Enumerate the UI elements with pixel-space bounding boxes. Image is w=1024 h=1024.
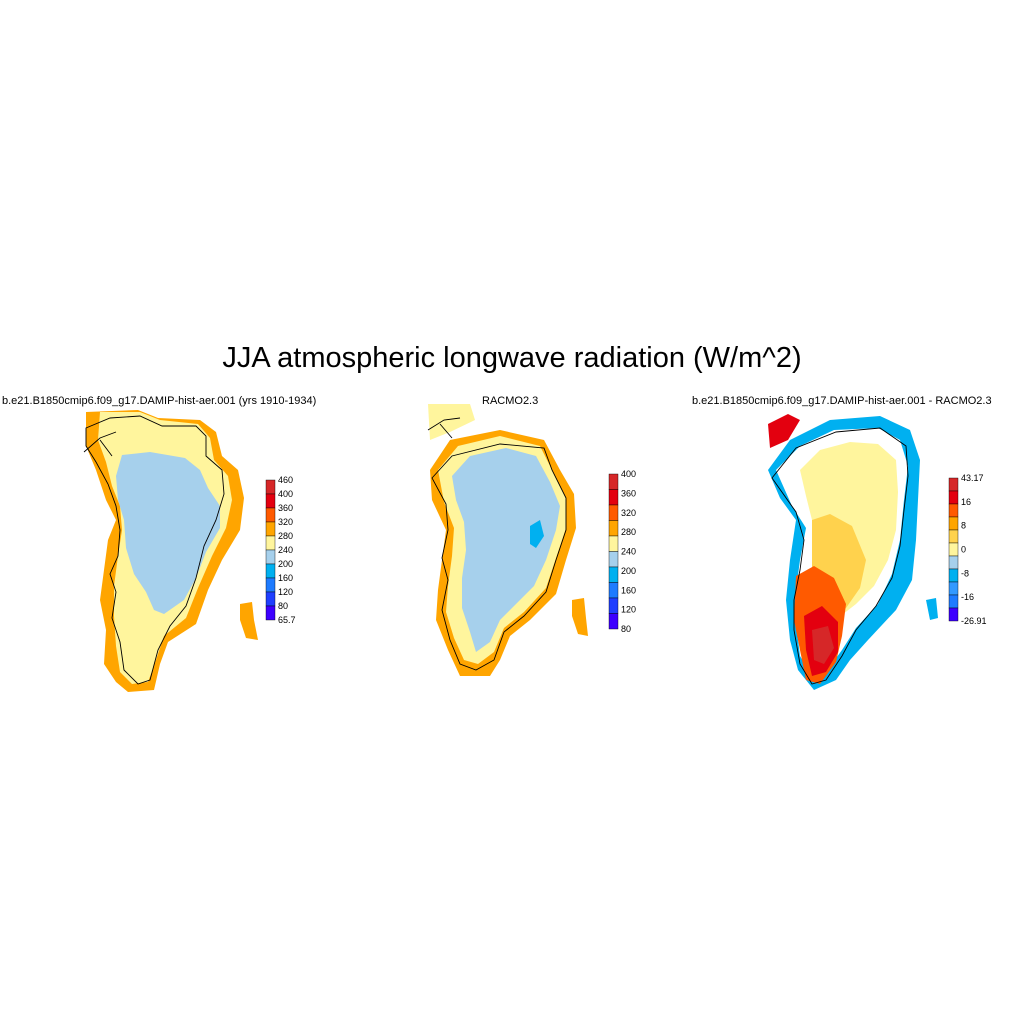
colorbar-swatch <box>608 535 619 552</box>
panel-2-coastline <box>431 443 567 671</box>
colorbar-swatch <box>265 521 276 537</box>
colorbar-swatch <box>608 520 619 537</box>
panel-1-map <box>83 410 258 692</box>
colorbar-swatch <box>948 490 959 505</box>
colorbar-swatch <box>265 507 276 523</box>
colorbar-1: 460 400 360 320 280 240 200 160 120 80 65.7 <box>265 475 296 625</box>
colorbar-tick-label: 160 <box>621 585 636 595</box>
colorbar-swatch <box>608 582 619 599</box>
panel-1-title: b.e21.B1850cmip6.f09_g17.DAMIP-hist-aer.… <box>2 395 317 407</box>
panel-2-interior <box>452 448 560 652</box>
colorbar-swatch <box>265 493 276 509</box>
colorbar-swatch <box>948 503 959 518</box>
colorbar-swatch <box>608 504 619 521</box>
colorbar-2: 400 360 320 280 240 200 160 120 80 <box>608 469 636 634</box>
colorbar-swatch <box>948 555 959 570</box>
colorbar-swatch <box>608 473 619 490</box>
colorbar-swatch <box>948 516 959 531</box>
panel-1-coastline <box>85 415 225 685</box>
colorbar-swatch <box>948 568 959 583</box>
colorbar-swatch <box>265 563 276 579</box>
panel-2-blue-patch <box>530 520 544 548</box>
colorbar-swatch <box>608 566 619 583</box>
colorbar-tick-label: 240 <box>621 547 636 557</box>
colorbar-tick-label: 400 <box>621 469 636 479</box>
colorbar-tick-label: 65.7 <box>278 615 296 625</box>
colorbar-tick-label: -26.91 <box>961 616 987 626</box>
colorbar-swatch <box>948 542 959 557</box>
panel-1-interior <box>116 452 220 614</box>
colorbar-swatch <box>265 535 276 551</box>
colorbar-tick-label: 43.17 <box>961 473 984 483</box>
colorbar-tick-label: 240 <box>278 545 293 555</box>
panel-2-coastline-north <box>427 417 461 439</box>
colorbar-swatch <box>948 594 959 609</box>
panel-2-map <box>427 404 588 676</box>
panel-3-island <box>926 598 938 620</box>
panel-2-island <box>572 598 588 636</box>
colorbar-tick-label: 280 <box>621 527 636 537</box>
colorbar-tick-label: 0 <box>961 545 966 555</box>
panel-3-red-northwest <box>768 414 800 448</box>
colorbar-tick-label: 320 <box>278 517 293 527</box>
colorbar-tick-label: 460 <box>278 475 293 485</box>
colorbar-tick-label: 16 <box>961 497 971 507</box>
figure-title: JJA atmospheric longwave radiation (W/m^… <box>222 342 802 374</box>
colorbar-3: 43.17 16 8 0 -8 -16 -26.91 <box>948 473 987 626</box>
colorbar-tick-label: 400 <box>278 489 293 499</box>
colorbar-tick-label: 200 <box>278 559 293 569</box>
colorbar-swatch <box>265 479 276 495</box>
panel-2-northern-strip <box>428 404 475 440</box>
colorbar-tick-label: 8 <box>961 521 966 531</box>
colorbars: 4604003603202802402001601208065.74003603… <box>265 469 987 634</box>
colorbar-swatch <box>608 489 619 506</box>
panel-3-hot-patch <box>812 626 834 664</box>
colorbar-tick-label: 200 <box>621 566 636 576</box>
colorbar-swatch <box>265 577 276 593</box>
colorbar-tick-label: 120 <box>621 605 636 615</box>
colorbar-swatch <box>608 613 619 630</box>
colorbar-swatch <box>265 605 276 621</box>
panel-3-coastline <box>771 427 909 685</box>
colorbar-swatch <box>265 549 276 565</box>
colorbar-swatch <box>948 607 959 622</box>
colorbar-tick-label: 360 <box>278 503 293 513</box>
colorbar-tick-label: 280 <box>278 531 293 541</box>
panel-2-title: RACMO2.3 <box>482 395 539 407</box>
colorbar-swatch <box>608 597 619 614</box>
colorbar-swatch <box>948 477 959 492</box>
panel-1-island <box>240 602 258 640</box>
colorbar-swatch <box>265 591 276 607</box>
panel-3-map <box>768 414 938 690</box>
colorbar-tick-label: 120 <box>278 587 293 597</box>
colorbar-swatch <box>948 529 959 544</box>
colorbar-tick-label: 160 <box>278 573 293 583</box>
colorbar-swatch <box>948 581 959 596</box>
colorbar-tick-label: -8 <box>961 568 969 578</box>
panel-1-coastline-north <box>83 431 117 457</box>
colorbar-tick-label: 360 <box>621 488 636 498</box>
colorbar-swatch <box>608 551 619 568</box>
colorbar-tick-label: 320 <box>621 508 636 518</box>
colorbar-tick-label: -16 <box>961 592 974 602</box>
colorbar-tick-label: 80 <box>278 601 288 611</box>
panel-3-title: b.e21.B1850cmip6.f09_g17.DAMIP-hist-aer.… <box>692 395 992 407</box>
colorbar-tick-label: 80 <box>621 624 631 634</box>
